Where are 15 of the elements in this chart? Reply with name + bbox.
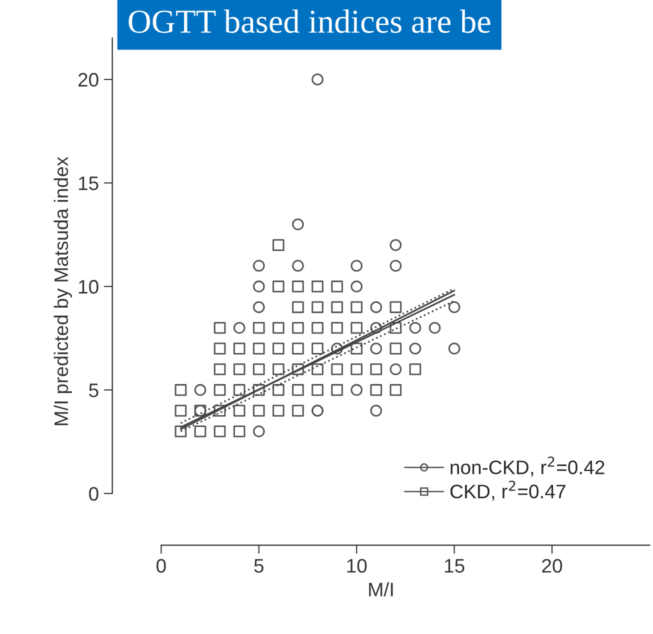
legend-label: non-CKD, r$^{2}$=0.42 (450, 456, 604, 477)
y-tick-label: 10 (78, 280, 98, 294)
y-tick-label: 20 (78, 72, 98, 87)
x-axis-title: M/I (369, 582, 393, 596)
y-axis-title: M/I predicted by Matsuda index (54, 156, 72, 426)
chart-title: OGTT based indices are be (128, 10, 490, 33)
x-tick-label: 10 (347, 558, 367, 573)
y-tick-label: 0 (89, 486, 98, 501)
x-tick-label: 15 (444, 559, 464, 573)
x-tick-label: 20 (542, 558, 562, 573)
y-tick-label: 5 (89, 384, 98, 398)
x-tick-label: 5 (254, 559, 264, 573)
y-tick-label: 15 (78, 176, 98, 190)
legend-label: CKD, r$^{2}$=0.47 (450, 480, 566, 501)
x-tick-label: 0 (156, 558, 166, 573)
